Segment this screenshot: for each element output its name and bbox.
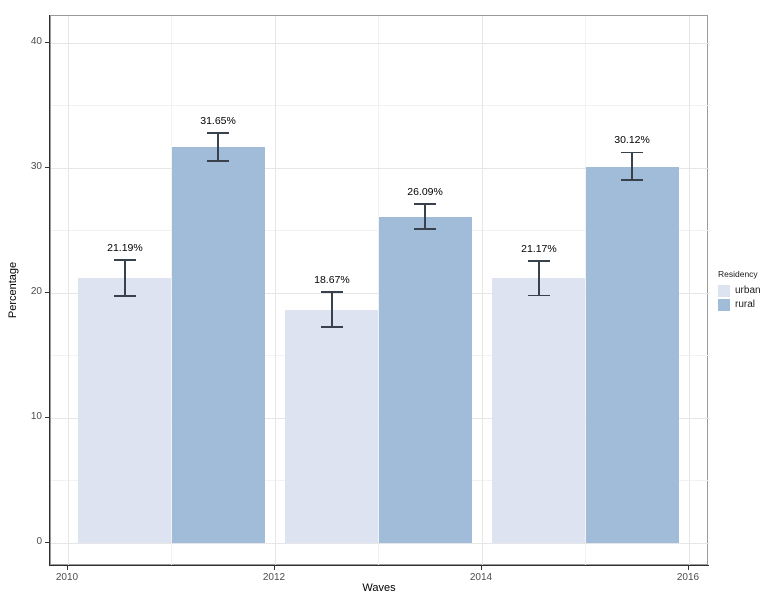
y-tick-label: 20 [30,286,42,297]
x-tick-mark [273,565,275,570]
y-tick-mark [45,416,50,418]
errorbar-cap-top-rural-2013 [414,203,437,206]
y-major-gridline [51,542,709,544]
bar-rural-2013 [378,216,472,543]
errorbar-line-urban-2011 [124,259,126,297]
errorbar-cap-bottom-urban-2011 [113,295,136,297]
x-axis-title: Waves [362,582,396,594]
value-label-rural-2013: 26.09% [407,186,443,199]
errorbar-cap-bottom-urban-2013 [320,325,343,328]
errorbar-cap-bottom-rural-2015 [621,179,644,181]
y-tick-mark [45,166,50,168]
x-tick-mark [480,565,482,570]
legend-items: urban rural [718,284,780,311]
bar-urban-2011 [78,278,172,543]
legend-item-label-rural: rural [735,299,756,310]
y-tick-label: 0 [36,536,42,547]
bar-rural-2015 [585,166,679,543]
x-tick-label: 2014 [469,572,493,583]
y-tick-mark [45,541,50,543]
errorbar-line-urban-2015 [538,261,540,296]
errorbar-cap-top-urban-2011 [113,259,136,261]
value-label-rural-2011: 31.65% [200,115,236,127]
x-major-gridline [481,16,483,566]
plot-panel: 21.19% 18.67% 21.17% 31.65% 26.09% 30.12% [50,15,709,566]
errorbar-cap-top-rural-2011 [207,132,230,134]
x-tick-label: 2010 [55,572,79,583]
legend-swatch-urban [718,284,730,297]
value-label-rural-2015: 30.12% [614,134,650,147]
y-major-gridline [51,42,709,44]
value-label-urban-2011: 21.19% [107,241,143,254]
x-tick-mark [66,565,68,570]
errorbar-cap-top-rural-2015 [621,151,644,154]
y-tick-mark [45,41,50,43]
x-major-gridline [67,16,69,566]
errorbar-cap-bottom-rural-2011 [207,160,230,162]
x-major-gridline [688,16,690,566]
x-axis-line [49,565,709,566]
x-tick-label: 2012 [262,572,286,583]
y-major-gridline [51,167,709,169]
y-tick-label: 40 [30,36,42,47]
bar-urban-2015 [492,278,586,543]
legend-item-label-urban: urban [735,285,761,296]
legend-item-rural: rural [718,298,780,311]
errorbar-cap-top-urban-2013 [320,290,343,293]
legend: Residency urban rural [718,269,780,312]
errorbar-cap-bottom-urban-2015 [527,294,550,297]
errorbar-line-rural-2011 [217,133,219,162]
y-tick-mark [45,291,50,293]
errorbar-cap-bottom-rural-2013 [414,228,437,231]
value-label-urban-2015: 21.17% [521,243,557,256]
value-label-urban-2013: 18.67% [314,273,350,286]
errorbar-line-rural-2015 [631,152,633,180]
errorbar-line-rural-2013 [424,204,426,230]
legend-swatch-rural [718,298,730,311]
x-major-gridline [274,16,276,566]
legend-item-urban: urban [718,284,780,297]
bar-rural-2011 [171,147,265,543]
bar-urban-2013 [285,309,379,543]
errorbar-line-urban-2013 [331,291,333,327]
y-tick-label: 10 [30,411,42,422]
x-tick-mark [687,565,689,570]
errorbar-cap-top-urban-2015 [527,260,550,262]
legend-title: Residency [718,269,758,279]
y-axis-line [49,15,50,566]
y-minor-gridline [51,105,709,106]
y-tick-label: 30 [30,161,42,172]
x-tick-label: 2016 [676,572,700,583]
